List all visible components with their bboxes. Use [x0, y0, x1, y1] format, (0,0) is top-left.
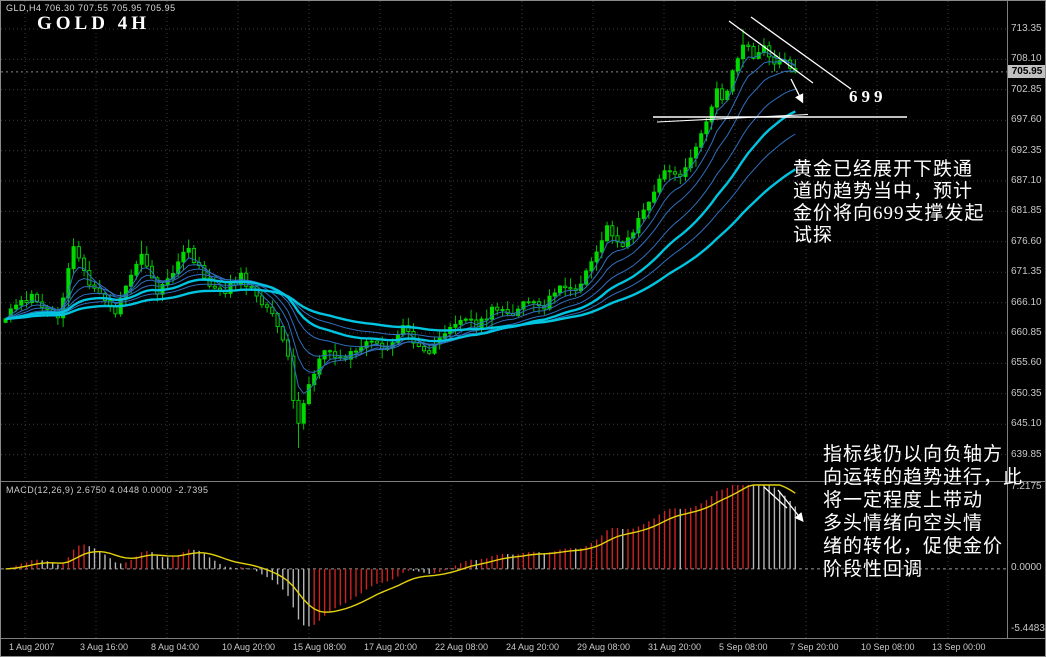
- current-price-tag: 705.95: [1008, 64, 1045, 78]
- price-axis-label: 681.85: [1011, 205, 1042, 217]
- price-axis-label: 660.85: [1011, 327, 1042, 338]
- moving-averages-layer: [5, 51, 796, 395]
- time-axis-label: 1 Aug 2007: [9, 642, 55, 652]
- annotation-note-top[interactable]: 黄金已经展开下跌通 道的趋势当中，预计 金价将向699支撑发起 试探: [793, 159, 1043, 247]
- macd-scale-max: 7.2175: [1011, 481, 1042, 492]
- macd-scale-zero: 0.0000: [1011, 562, 1042, 573]
- note-line: 道的趋势当中，预计: [793, 181, 974, 202]
- time-axis-label: 22 Aug 08:00: [435, 642, 489, 652]
- price-axis-label: 671.35: [1011, 266, 1042, 278]
- note-line: 阶段性回调: [823, 559, 924, 580]
- price-axis-label: 666.10: [1011, 296, 1042, 308]
- price-axis-label: 713.35: [1011, 23, 1042, 34]
- time-axis-label: 10 Sep 08:00: [861, 642, 915, 652]
- time-axis[interactable]: 1 Aug 2007 3 Aug 16:00 8 Aug 04:00 10 Aug 2…: [1, 639, 1045, 656]
- time-axis-label: 7 Sep 20:00: [790, 642, 839, 652]
- macd-scale-min: -5.4483: [1011, 623, 1045, 634]
- time-axis-label: 15 Aug 08:00: [293, 642, 347, 652]
- price-axis-label: 692.35: [1011, 144, 1042, 156]
- time-axis-label: 10 Aug 20:00: [222, 642, 276, 652]
- note-line: 向运转的趋势进行，此: [823, 467, 1024, 488]
- price-axis-label: 702.85: [1011, 83, 1042, 95]
- time-axis-label: 24 Aug 20:00: [506, 642, 560, 652]
- time-axis-label: 13 Sep 00:00: [932, 642, 986, 652]
- note-line: 指标线仍以向负轴方: [823, 444, 1004, 465]
- note-line: 试探: [793, 225, 834, 246]
- note-line: 黄金已经展开下跌通: [793, 159, 974, 180]
- price-axis-label: 676.60: [1011, 235, 1042, 247]
- time-axis-label: 3 Aug 16:00: [80, 642, 129, 652]
- note-line: 将一定程度上带动: [823, 490, 984, 511]
- support-level-label[interactable]: 699: [849, 87, 887, 106]
- time-axis-label: 5 Sep 08:00: [719, 642, 768, 652]
- chart-title: GOLD 4H: [37, 13, 150, 34]
- price-axis-label: 645.10: [1011, 418, 1042, 430]
- price-axis[interactable]: 705.95 7.2175 0.0000 -5.4483 713.35 708.1…: [1008, 1, 1045, 639]
- price-axis-label: 655.60: [1011, 357, 1042, 369]
- price-axis-label: 708.10: [1011, 53, 1042, 65]
- macd-indicator-label: MACD(12,26,9) 2.6750 4.0448 0.0000 -2.73…: [6, 485, 209, 495]
- note-line: 多头情绪向空头情: [823, 513, 984, 534]
- time-axis-label: 31 Aug 20:00: [648, 642, 702, 652]
- price-axis-label: 687.10: [1011, 175, 1042, 186]
- symbol-info: GLD,H4 706.30 707.55 705.95 705.95: [6, 3, 176, 13]
- annotation-shapes: [653, 16, 907, 523]
- note-line: 金价将向699支撑发起: [793, 203, 985, 224]
- note-line: 绪的转化，促使金价: [823, 536, 1004, 557]
- price-axis-label: 639.85: [1011, 448, 1042, 460]
- price-axis-label: 650.35: [1011, 387, 1042, 399]
- panel-separators: [1, 1, 1045, 639]
- time-axis-label: 29 Aug 08:00: [577, 642, 631, 652]
- time-axis-label: 8 Aug 04:00: [151, 642, 200, 652]
- price-axis-label: 697.60: [1011, 114, 1042, 126]
- chart-canvas[interactable]: [1, 1, 1046, 639]
- macd-layer: [1, 484, 1007, 627]
- annotation-note-macd[interactable]: 指标线仍以向负轴方 向运转的趋势进行，此 将一定程度上带动 多头情绪向空头情 绪…: [823, 443, 1045, 581]
- time-axis-label: 17 Aug 20:00: [364, 642, 418, 652]
